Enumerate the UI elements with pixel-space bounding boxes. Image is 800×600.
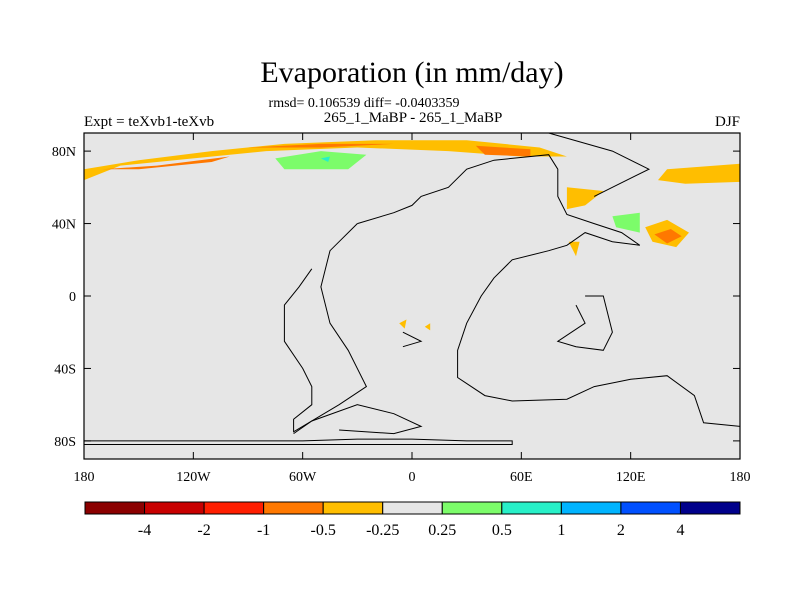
anomaly-region-2 <box>566 187 604 210</box>
colorbar-label-4: -0.25 <box>366 522 399 539</box>
anomaly-region-12 <box>612 212 640 233</box>
coastline-6 <box>521 133 651 197</box>
map-axes: 180 120W 60W 0 60E 120E 180 80N 40N 0 40S 80S <box>52 132 751 485</box>
y-tick-label-1: 40N <box>52 218 76 233</box>
anomaly-region-4 <box>568 241 580 257</box>
colorbar: -4 -2 -1 -0.5 -0.25 0.25 0.5 1 2 4 <box>84 501 741 539</box>
anomaly-region-13 <box>320 156 330 162</box>
coastline-0 <box>84 438 513 445</box>
colorbar-label-9: 4 <box>676 522 684 539</box>
anomaly-region-0 <box>84 140 567 181</box>
coastline-4 <box>556 295 613 351</box>
colorbar-label-1: -2 <box>197 522 210 539</box>
map-background <box>84 133 740 459</box>
colorbar-swatch-7 <box>501 501 562 515</box>
x-tick-label-5: 120E <box>616 470 646 485</box>
colorbar-label-8: 2 <box>617 522 625 539</box>
colorbar-swatch-9 <box>620 501 681 515</box>
colorbar-swatch-3 <box>263 501 324 515</box>
anomaly-region-11 <box>275 151 367 170</box>
x-tick-label-0: 180 <box>74 470 95 485</box>
colorbar-swatch-2 <box>203 501 265 515</box>
colorbar-swatch-5 <box>382 501 443 515</box>
colorbar-swatch-10 <box>679 501 741 515</box>
x-tick-label-2: 60W <box>289 470 317 485</box>
y-tick-label-0: 80N <box>52 145 76 160</box>
case-label: 265_1_MaBP - 265_1_MaBP <box>324 110 503 126</box>
anomaly-region-1 <box>658 163 740 184</box>
season-label: DJF <box>715 114 740 130</box>
colorbar-label-6: 0.5 <box>492 522 512 539</box>
coastline-3 <box>283 223 368 433</box>
y-tick-label-2: 0 <box>69 290 76 305</box>
colorbar-label-0: -4 <box>138 522 151 539</box>
colorbar-label-2: -1 <box>257 522 270 539</box>
colorbar-swatch-6 <box>441 501 503 515</box>
anomaly-region-9 <box>475 145 531 157</box>
x-tick-label-3: 0 <box>409 470 416 485</box>
colorbar-swatch-4 <box>322 501 384 515</box>
chart-subtitle: rmsd= 0.106539 diff= -0.0403359 <box>269 96 460 111</box>
colorbar-label-3: -0.5 <box>311 522 336 539</box>
x-tick-label-4: 60E <box>510 470 533 485</box>
experiment-label: Expt = teXvb1-teXvb <box>84 114 214 130</box>
y-tick-label-4: 80S <box>54 435 76 450</box>
anomaly-region-6 <box>424 323 431 331</box>
colorbar-swatch-8 <box>560 501 622 515</box>
colorbar-swatch-0 <box>84 501 146 515</box>
x-tick-label-6: 180 <box>730 470 751 485</box>
y-tick-label-3: 40S <box>54 362 76 377</box>
x-tick-label-1: 120W <box>176 470 211 485</box>
anomaly-region-5 <box>399 319 407 329</box>
colorbar-swatch-1 <box>144 501 205 515</box>
coastline-2 <box>357 154 740 427</box>
anomaly-region-8 <box>248 143 394 148</box>
coastline-5 <box>402 331 423 348</box>
anomaly-region-10 <box>654 229 682 244</box>
map-content <box>84 133 740 459</box>
colorbar-label-7: 1 <box>557 522 565 539</box>
chart-title: Evaporation (in mm/day) <box>260 56 563 89</box>
colorbar-label-5: 0.25 <box>428 522 456 539</box>
map-area <box>84 133 740 459</box>
